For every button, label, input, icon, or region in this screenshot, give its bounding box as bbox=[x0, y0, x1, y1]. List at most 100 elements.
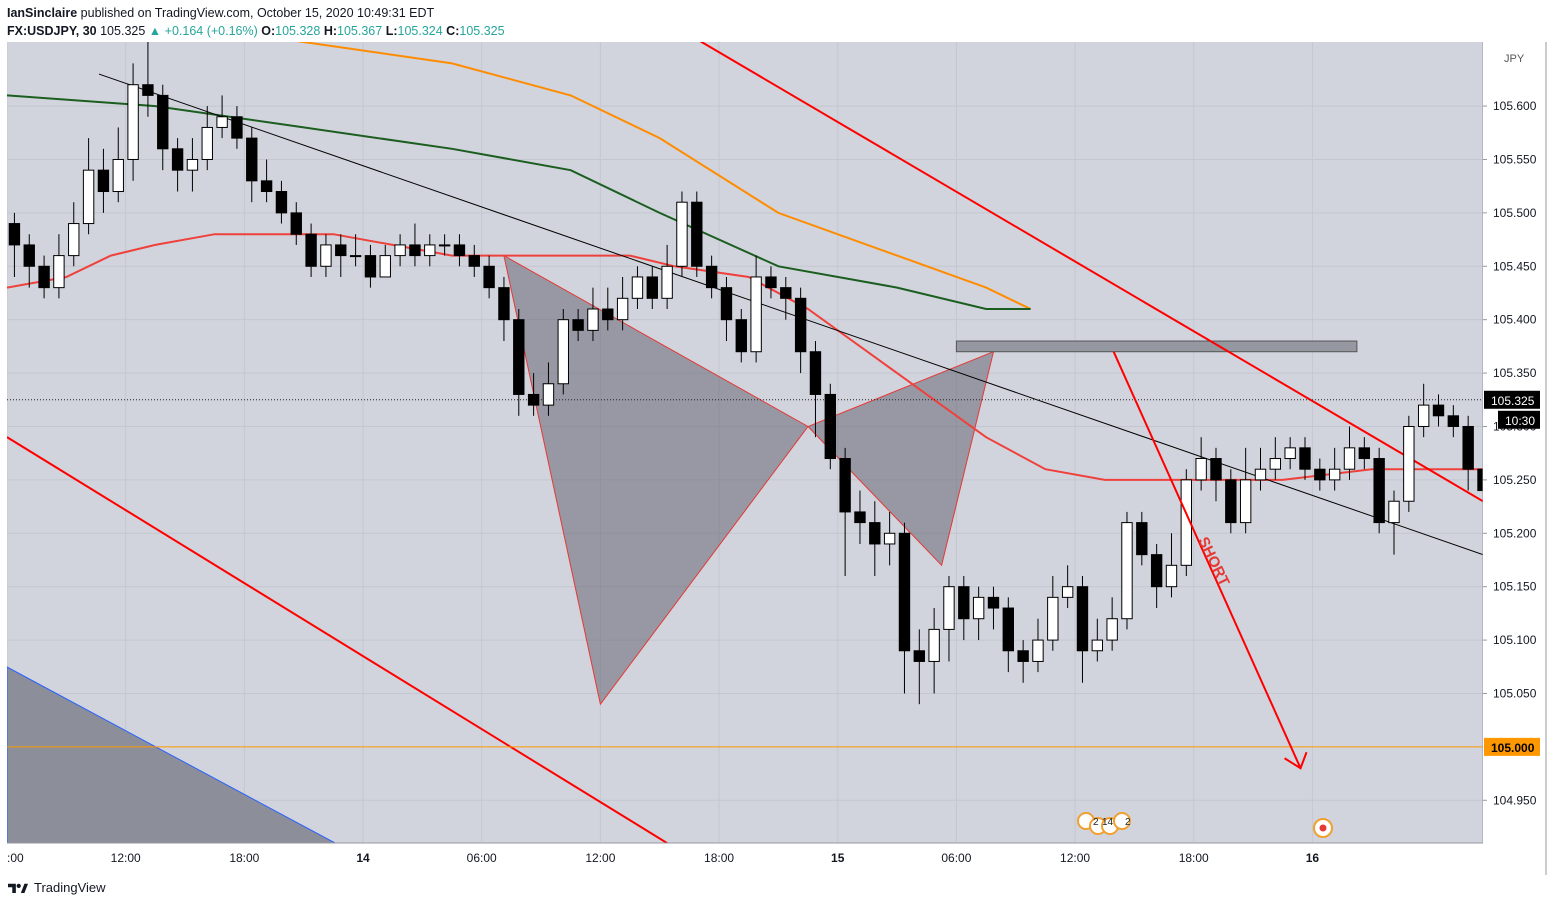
candle-down bbox=[231, 116, 243, 139]
candle-up bbox=[1403, 425, 1415, 502]
level-price-badge bbox=[1484, 737, 1540, 756]
candle-down bbox=[97, 169, 110, 193]
candle-down bbox=[1210, 458, 1222, 481]
y-tick-label: 105.450 bbox=[1493, 259, 1537, 273]
candle-down bbox=[913, 650, 925, 662]
candle-down bbox=[646, 276, 658, 299]
candle-down bbox=[824, 393, 836, 460]
grid bbox=[7, 42, 1483, 843]
candle-down bbox=[1136, 522, 1148, 556]
last-price-label: 105.325 bbox=[1491, 394, 1535, 408]
candle-down bbox=[691, 201, 703, 267]
candle-up bbox=[1417, 404, 1430, 427]
close-label: C: bbox=[446, 24, 460, 38]
candle-down bbox=[572, 319, 584, 331]
short-arrow-line bbox=[1112, 351, 1302, 769]
candle-down bbox=[1076, 586, 1089, 652]
candle-up bbox=[320, 244, 332, 267]
candle-up bbox=[972, 596, 985, 620]
candles bbox=[8, 42, 1483, 705]
candle-down bbox=[839, 458, 851, 513]
y-tick-label: 105.550 bbox=[1493, 152, 1537, 166]
candle-down bbox=[142, 84, 154, 96]
candle-down bbox=[1358, 447, 1371, 460]
tradingview-logo-icon[interactable] bbox=[8, 881, 28, 895]
candle-down bbox=[1002, 607, 1014, 652]
candle-up bbox=[1032, 639, 1044, 662]
candle-down bbox=[468, 255, 480, 267]
candle-down bbox=[809, 351, 822, 395]
level-price-label: 105.000 bbox=[1491, 741, 1535, 755]
candle-down bbox=[765, 276, 777, 289]
candle-up bbox=[1165, 564, 1178, 588]
y-tick-label: 105.600 bbox=[1493, 99, 1537, 113]
candle-down bbox=[1373, 458, 1385, 524]
candle-down bbox=[1017, 650, 1029, 662]
candle-down bbox=[364, 255, 377, 278]
x-tick-label: 18:00 bbox=[229, 851, 259, 865]
x-tick-label: 18:00 bbox=[1179, 851, 1209, 865]
candle-up bbox=[68, 223, 80, 257]
y-tick-label: 105.150 bbox=[1493, 580, 1537, 594]
chart-header: IanSinclaire published on TradingView.co… bbox=[7, 4, 505, 40]
candle-down bbox=[735, 319, 747, 353]
candle-down bbox=[38, 265, 50, 289]
y-tick-label: 104.950 bbox=[1493, 793, 1537, 807]
x-tick-label: 12:00 bbox=[1060, 851, 1090, 865]
candle-up bbox=[1269, 458, 1282, 470]
candle-down bbox=[720, 287, 733, 321]
y-axis-panel bbox=[1483, 42, 1547, 843]
candle-up bbox=[379, 255, 391, 278]
candle-up bbox=[53, 255, 65, 289]
high-label: H: bbox=[323, 24, 338, 38]
high-value: 105.367 bbox=[337, 24, 383, 38]
candle-up bbox=[883, 532, 896, 545]
candle-down bbox=[260, 180, 273, 193]
event-count: 14 bbox=[1102, 817, 1114, 828]
short-arrow-head-icon bbox=[1284, 751, 1308, 770]
candle-down bbox=[335, 244, 347, 257]
candle-down bbox=[513, 319, 525, 395]
y-tick-label: 105.400 bbox=[1493, 313, 1537, 327]
x-tick-label: 12:00 bbox=[111, 851, 141, 865]
publisher-line: IanSinclaire published on TradingView.co… bbox=[7, 4, 505, 22]
candle-down bbox=[1150, 554, 1163, 588]
candle-down bbox=[869, 522, 881, 545]
candle-down bbox=[8, 223, 21, 246]
candle-up bbox=[127, 84, 139, 160]
last-price-badge bbox=[1484, 390, 1540, 409]
candle-up bbox=[1061, 586, 1074, 598]
countdown-label: 10:30 bbox=[1505, 414, 1535, 428]
candle-up bbox=[631, 276, 644, 299]
candle-down bbox=[305, 233, 317, 267]
y-tick-label: 105.350 bbox=[1493, 366, 1537, 380]
author-name[interactable]: IanSinclaire bbox=[7, 6, 78, 20]
candle-down bbox=[157, 94, 169, 150]
candle-up bbox=[394, 244, 406, 257]
candle-up bbox=[1091, 639, 1104, 652]
candle-down bbox=[854, 511, 866, 524]
candle-down bbox=[453, 244, 466, 257]
candle-up bbox=[82, 169, 95, 225]
candle-down bbox=[1225, 479, 1237, 524]
candle-up bbox=[216, 116, 228, 128]
symbol-label[interactable]: FX:USDJPY, 30 bbox=[7, 24, 97, 38]
candle-up bbox=[112, 158, 124, 193]
x-tick-label: 12:00 bbox=[585, 851, 615, 865]
candle-down bbox=[23, 244, 35, 267]
countdown-badge bbox=[1498, 410, 1540, 429]
candle-down bbox=[705, 265, 718, 289]
candle-down bbox=[483, 265, 495, 289]
flag-us-icon bbox=[1113, 812, 1131, 830]
candle-up bbox=[186, 158, 199, 171]
pattern-triangle-right bbox=[807, 350, 995, 567]
candle-down bbox=[1447, 415, 1460, 427]
x-tick-label: 15 bbox=[831, 851, 845, 865]
up-triangle-icon: ▲ bbox=[148, 24, 162, 38]
footer-brand[interactable]: TradingView bbox=[34, 880, 106, 895]
candle-up bbox=[750, 276, 762, 353]
candle-down bbox=[1314, 468, 1326, 481]
candle-down bbox=[275, 191, 288, 214]
candle-down bbox=[780, 287, 792, 299]
